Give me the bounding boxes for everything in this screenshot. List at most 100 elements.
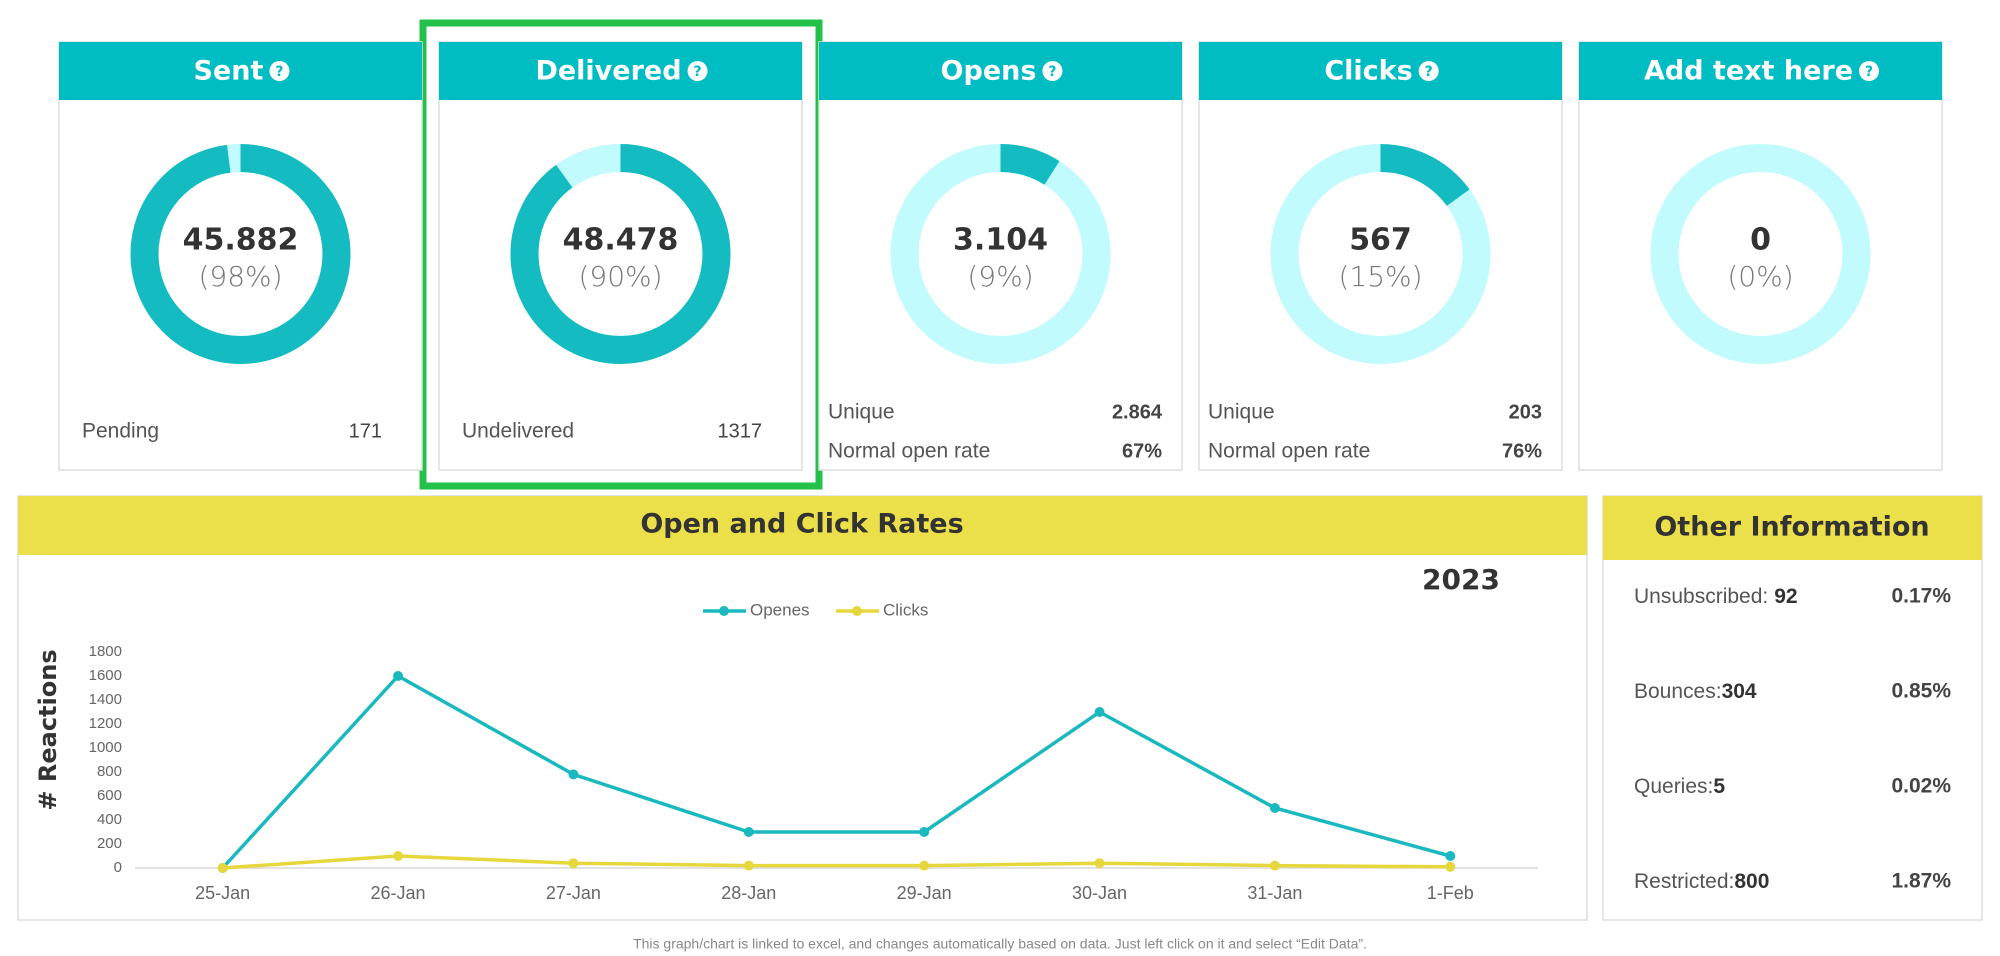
x-tick-label: 27-Jan [546,883,601,903]
info-row: Unsubscribed: 92 [1634,585,1798,608]
x-tick-label: 28-Jan [721,883,776,903]
point [393,671,404,681]
donut-percent: (98%) [198,260,282,293]
card [1198,41,1563,471]
info-label: Queries: [1634,775,1713,798]
info-label: Unsubscribed: [1634,585,1768,608]
card-title: Clicks [1324,56,1412,87]
donut-arc [130,144,351,364]
donut-percent: (9%) [967,260,1033,293]
line [222,854,1451,870]
card-row-value: 1317 [718,420,763,442]
chart-title: Open and Click Rates [640,509,963,540]
card-row-label: Pending [82,420,159,443]
info-count: 304 [1722,680,1757,703]
card-title: Add text here [1644,56,1853,87]
y-tick-label: 600 [97,787,122,804]
card-title: Delivered [535,56,681,87]
info-row: Restricted:800 [1634,870,1769,893]
y-tick-label: 200 [97,835,122,852]
chart-header [18,496,1587,555]
help-icon [1042,61,1063,81]
info-percent: 0.02% [1891,775,1951,798]
legend-label: Clicks [883,600,928,619]
help-icon-mark: ? [693,64,701,80]
donut-value: 45.882 [183,223,299,258]
info-row: Queries:5 [1634,775,1725,798]
point [568,769,579,780]
point [568,858,579,869]
y-tick-label: 1200 [89,715,122,732]
line [221,673,1451,870]
info-header [1603,496,1982,560]
point [1269,803,1280,813]
help-icon-mark: ? [1865,64,1873,80]
x-tick-label: 31-Jan [1247,883,1302,903]
card-row-label: Unique [1208,401,1275,424]
card-row-label: Unique [828,401,895,424]
info-row: Bounces:304 [1634,680,1757,703]
donut-arc [1270,144,1491,364]
card-title: Opens [941,56,1037,87]
card-row-value: 67% [1122,440,1162,462]
card-title: Sent [194,56,264,87]
card-row-label: Undelivered [462,420,574,443]
x-tick-label: 25-Jan [195,883,250,903]
donut-percent: (15%) [1338,260,1422,293]
donut-track [1650,144,1871,364]
card [438,41,803,471]
card-header [1579,42,1942,100]
card-row-value: 2.864 [1112,401,1163,423]
legend-label: Openes [750,600,810,619]
card-row-label: Normal open rate [1208,440,1370,463]
donut-value: 3.104 [953,223,1048,258]
chart-panel [17,495,1588,921]
card-row-label: Normal open rate [828,440,990,463]
card-row-value: 171 [349,420,382,442]
donut-arc [510,144,731,364]
donut-value: 567 [1349,223,1412,258]
point [393,851,404,861]
help-icon [687,61,708,81]
help-icon-mark: ? [1425,64,1433,80]
point [1094,707,1105,717]
info-title: Other Information [1654,512,1929,543]
info-count: 800 [1734,870,1769,893]
legend-dot [852,606,862,616]
y-tick-label: 1400 [89,691,122,708]
donut-percent: (0%) [1727,260,1793,293]
donut-value: 48.478 [563,223,679,258]
donut-percent: (90%) [578,260,662,293]
y-tick-label: 0 [114,859,122,876]
info-label: Bounces: [1634,680,1722,703]
help-icon-mark: ? [275,64,283,80]
help-icon [1418,61,1439,81]
point [1445,851,1456,861]
info-percent: 1.87% [1891,870,1951,893]
info-percent: 0.17% [1891,585,1951,608]
y-tick-label: 1000 [89,739,122,756]
point [743,827,754,837]
y-tick-label: 800 [97,763,122,780]
x-tick-label: 26-Jan [371,883,426,903]
card-header [59,42,422,100]
x-tick-label: 29-Jan [897,883,952,903]
footnote: This graph/chart is linked to excel, and… [633,936,1367,952]
donut-arc [890,144,1111,364]
info-count: 5 [1713,775,1725,798]
card-header [1199,42,1562,100]
point [919,860,930,871]
card-header [819,42,1182,100]
card-header [439,42,802,100]
card-row-value: 76% [1502,440,1542,462]
info-count: 92 [1774,585,1797,608]
y-axis-label: # Reactions [34,649,62,810]
y-tick-label: 1800 [89,643,122,660]
help-icon [269,61,290,81]
help-icon [1859,61,1880,81]
point [1269,860,1280,871]
point [1445,861,1456,872]
card-row-value: 203 [1509,401,1542,423]
point [743,860,754,871]
